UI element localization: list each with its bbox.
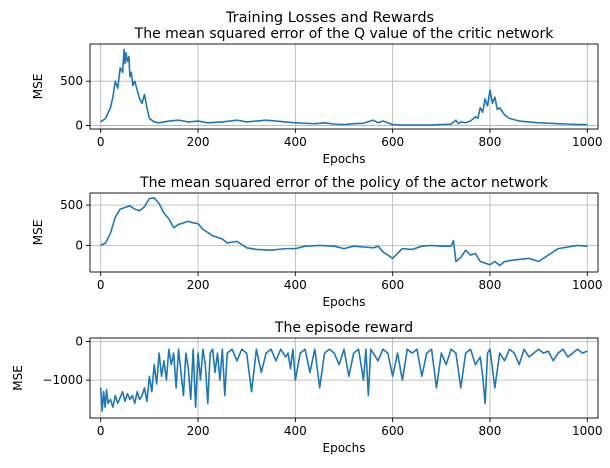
axes-frame [89,43,599,130]
x-tick-label: 600 [381,135,404,149]
x-tick-label: 1000 [572,135,603,149]
chart-title: The mean squared error of the policy of … [139,175,549,191]
x-tick-label: 200 [187,278,210,292]
series-line [100,48,588,126]
x-tick-label: 400 [284,278,307,292]
x-tick-label: 600 [381,424,404,438]
actor-policy-mse-chart: 0 200 400 600 800 1000 0 500 The mean squared er… [31,175,603,309]
y-tick-label: −1000 [42,373,83,387]
y-tick-label: 0 [75,118,83,132]
x-tick-label: 0 [97,424,105,438]
chart-title: The mean squared error of the Q value of… [134,26,555,42]
x-tick-label: 800 [479,278,502,292]
x-tick-label: 1000 [572,424,603,438]
critic-q-mse-chart: 0 200 400 600 800 1000 0 500 The mean squared er… [31,26,603,166]
chart-title: The episode reward [274,320,413,336]
x-axis-label: Epochs [323,152,366,166]
x-tick-label: 600 [381,278,404,292]
figure-suptitle: Training Losses and Rewards [225,10,434,26]
y-tick-label: 0 [75,334,83,348]
x-axis-label: Epochs [323,441,366,455]
x-axis-label: Epochs [323,295,366,309]
x-tick-label: 1000 [572,278,603,292]
x-tick-label: 800 [479,135,502,149]
episode-reward-chart: 0 200 400 600 800 1000 −1000 0 The episode rewar… [11,320,603,455]
axes-frame [89,337,599,419]
axes-frame [89,192,599,273]
x-tick-label: 200 [187,135,210,149]
x-tick-label: 200 [187,424,210,438]
series-line [99,348,588,412]
y-tick-label: 500 [60,74,83,88]
x-tick-label: 0 [97,278,105,292]
y-tick-label: 500 [60,198,83,212]
y-tick-label: 0 [75,238,83,252]
x-tick-label: 800 [479,424,502,438]
x-tick-label: 400 [284,135,307,149]
y-axis-label: MSE [31,74,45,100]
y-axis-label: MSE [31,220,45,246]
x-tick-label: 400 [284,424,307,438]
series-line [100,197,588,267]
y-axis-label: MSE [11,365,25,391]
x-tick-label: 0 [97,135,105,149]
